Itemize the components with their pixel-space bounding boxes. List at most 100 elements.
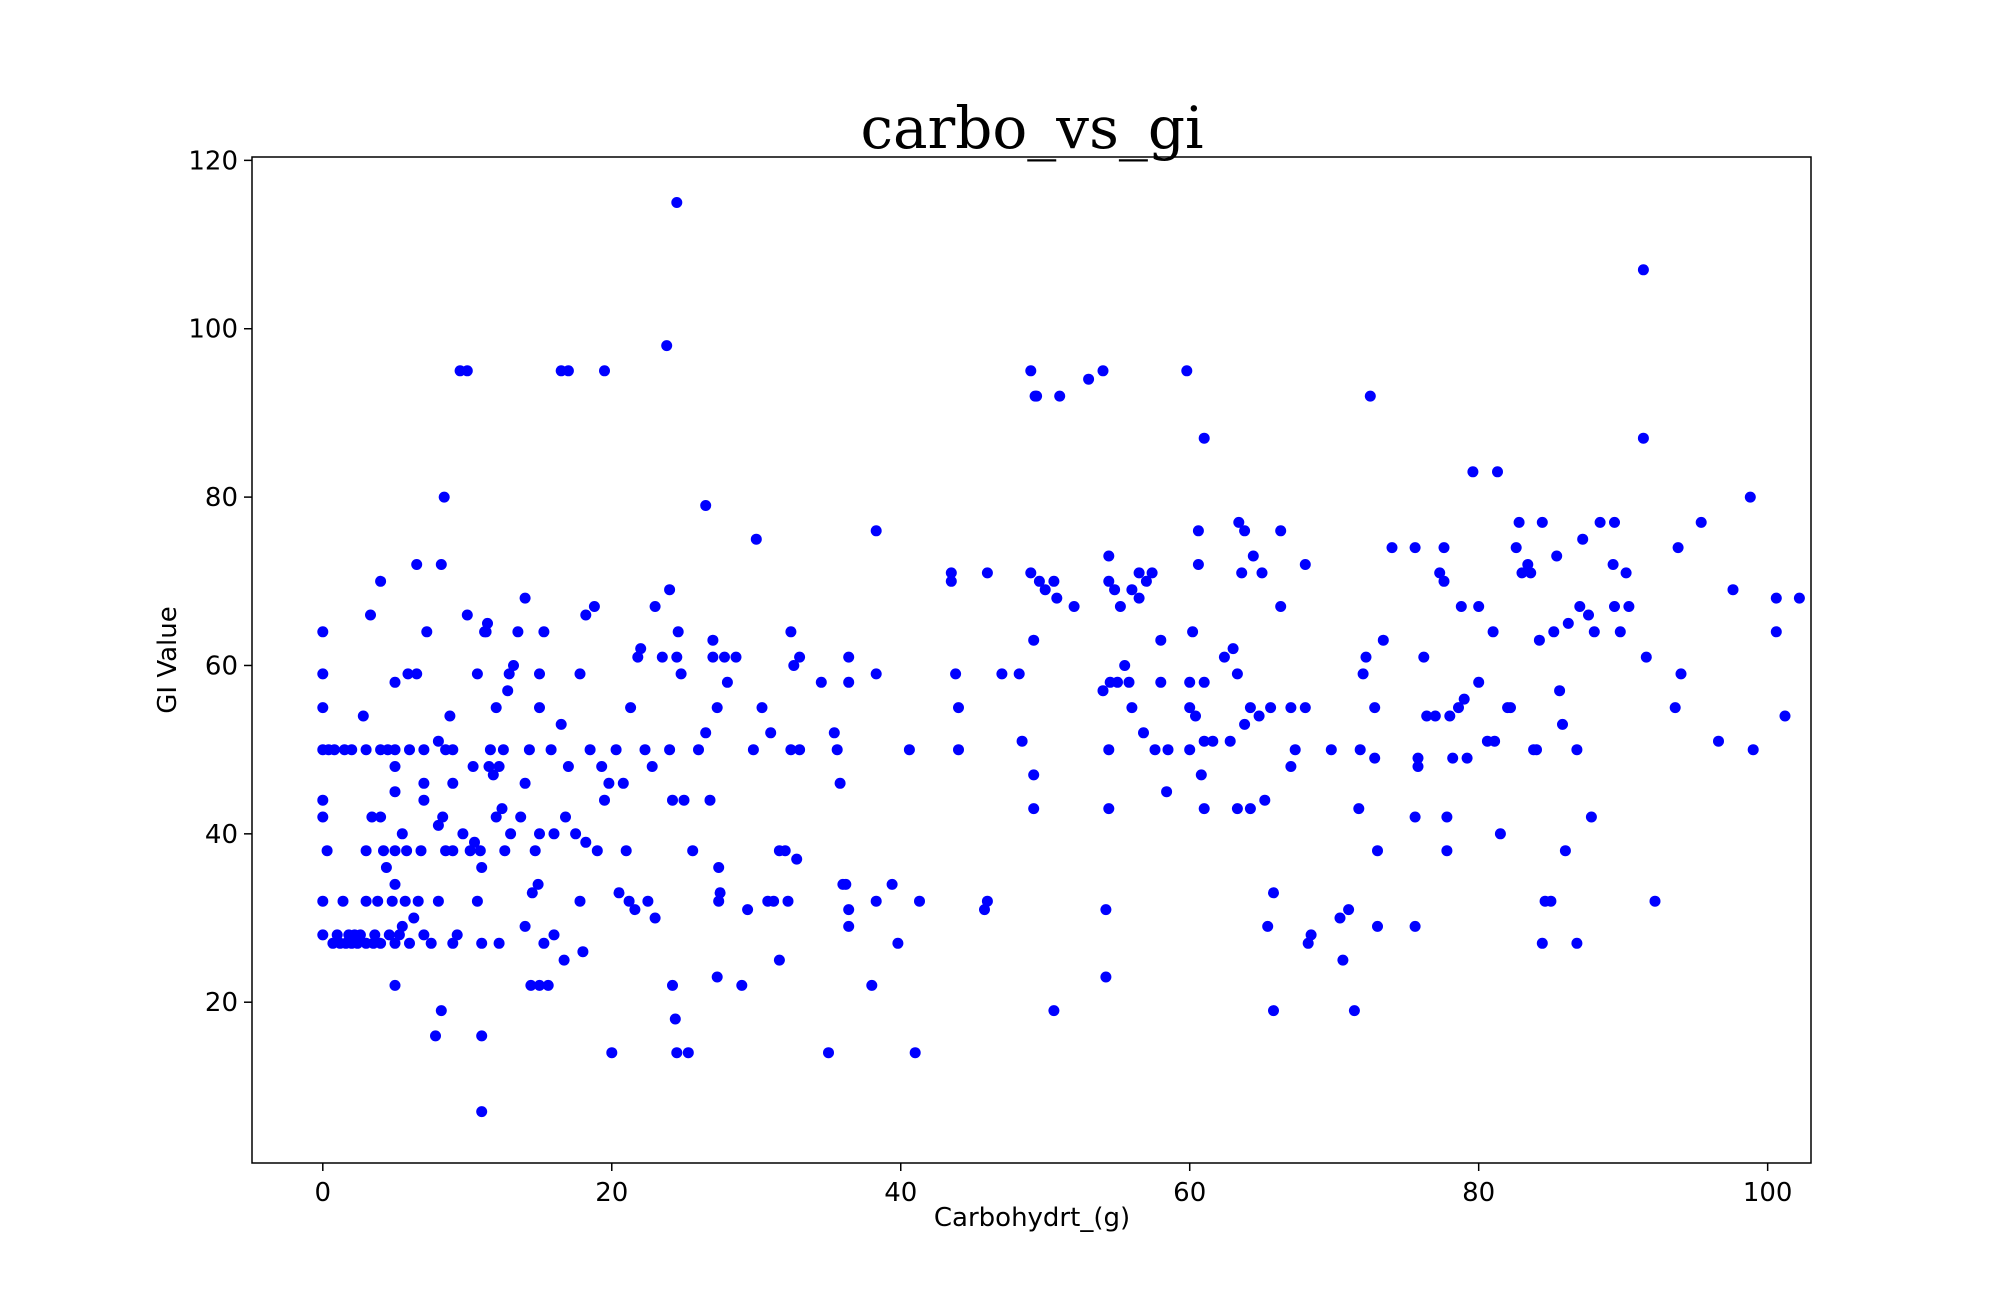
data-point [1585, 811, 1597, 823]
data-point [447, 937, 459, 949]
data-point [1793, 592, 1805, 604]
data-point [1190, 710, 1201, 722]
data-point [870, 895, 882, 907]
data-point [1637, 432, 1649, 444]
data-point [490, 811, 502, 823]
data-point [1467, 466, 1479, 478]
data-point [1028, 803, 1040, 815]
data-point [502, 685, 514, 697]
data-point [742, 904, 754, 916]
data-point [1048, 1005, 1060, 1017]
data-point [1571, 937, 1583, 949]
data-point [1343, 904, 1355, 916]
data-point [1198, 803, 1210, 815]
data-point [389, 786, 401, 798]
data-point [707, 634, 719, 646]
data-point [447, 744, 459, 756]
data-point [1559, 845, 1571, 857]
data-point [1337, 954, 1349, 966]
data-point [1161, 786, 1173, 798]
data-point [639, 744, 651, 756]
data-point [649, 601, 661, 612]
data-point [1412, 761, 1424, 772]
data-point [1348, 1005, 1360, 1017]
data-point [337, 895, 349, 907]
data-point [625, 702, 637, 714]
data-point [1149, 744, 1161, 756]
data-point [480, 626, 492, 638]
x-tick-label: 20 [595, 1178, 628, 1208]
data-point [1198, 676, 1210, 688]
data-point [1162, 744, 1174, 756]
data-point [591, 845, 603, 857]
data-point [483, 761, 495, 772]
data-point [1372, 845, 1383, 857]
data-point [1713, 735, 1724, 747]
data-point [464, 845, 476, 857]
data-point [1744, 491, 1756, 503]
data-point [562, 365, 574, 377]
data-point [408, 912, 420, 924]
data-point [909, 1047, 921, 1059]
data-point [369, 929, 381, 941]
data-point [979, 904, 990, 916]
data-point [380, 862, 392, 873]
data-point [779, 845, 791, 857]
data-point [1571, 744, 1583, 756]
data-point [713, 895, 725, 907]
x-tick-label: 0 [315, 1178, 332, 1208]
data-point [1727, 584, 1739, 596]
data-point [1441, 845, 1453, 857]
data-point [1192, 559, 1204, 570]
data-point [1285, 761, 1297, 772]
data-point [656, 651, 668, 663]
data-point [378, 845, 389, 857]
data-point [1412, 752, 1424, 764]
data-point [430, 1030, 441, 1042]
data-point [389, 744, 401, 756]
data-point [1461, 752, 1473, 764]
data-point [1614, 626, 1626, 638]
data-point [700, 500, 712, 511]
data-point [471, 668, 483, 680]
data-point [412, 895, 424, 907]
data-point [1372, 920, 1383, 932]
data-point [560, 811, 571, 823]
data-point [747, 744, 759, 756]
data-point [375, 811, 387, 823]
y-tick-label: 120 [188, 146, 238, 176]
data-point [953, 702, 964, 714]
data-point [317, 668, 329, 680]
data-point [1360, 651, 1372, 663]
data-point [526, 887, 538, 899]
data-point [1275, 601, 1287, 612]
data-point [383, 929, 395, 941]
data-point [606, 1047, 618, 1059]
data-point [1100, 904, 1112, 916]
data-point [599, 794, 610, 806]
data-point [1492, 466, 1503, 478]
data-point [1184, 702, 1196, 714]
data-point [1522, 559, 1534, 570]
data-point [1510, 542, 1522, 554]
data-point [1231, 668, 1243, 680]
data-point [617, 777, 629, 789]
data-point [892, 937, 904, 949]
data-point [1513, 516, 1525, 528]
data-point [1438, 575, 1450, 587]
data-point [317, 811, 329, 823]
data-point [1325, 744, 1337, 756]
data-point [672, 626, 684, 638]
data-point [603, 777, 615, 789]
data-point [1429, 710, 1441, 722]
y-tick-label: 80 [205, 483, 238, 513]
data-point [1299, 702, 1311, 714]
data-point [642, 895, 654, 907]
x-tick-label: 60 [1173, 1178, 1206, 1208]
data-point [1103, 803, 1115, 815]
data-point [620, 845, 632, 857]
data-point [1441, 811, 1453, 823]
data-point [1133, 567, 1145, 579]
data-point [372, 895, 384, 907]
